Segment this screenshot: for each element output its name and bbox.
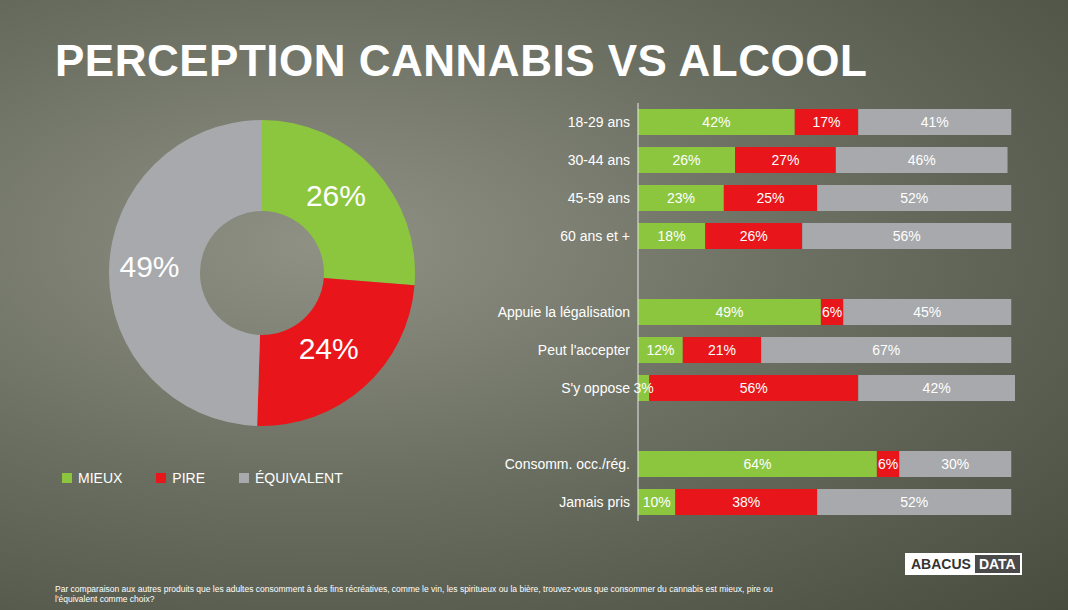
svg-text:27%: 27% xyxy=(771,152,799,168)
svg-text:52%: 52% xyxy=(900,494,928,510)
svg-text:S'y oppose: S'y oppose xyxy=(561,380,630,396)
svg-text:49%: 49% xyxy=(119,250,179,283)
svg-text:23%: 23% xyxy=(667,190,695,206)
html-text:PIRE: PIRE xyxy=(172,470,205,486)
svg-text:25%: 25% xyxy=(756,190,784,206)
html-text:DATA: DATA xyxy=(978,556,1016,572)
svg-text:45-59 ans: 45-59 ans xyxy=(568,190,630,206)
svg-text:67%: 67% xyxy=(872,342,900,358)
html-text:ABACUS: ABACUS xyxy=(911,556,971,572)
svg-text:Jamais pris: Jamais pris xyxy=(559,494,630,510)
svg-text:42%: 42% xyxy=(702,114,730,130)
svg-text:24%: 24% xyxy=(299,332,359,365)
svg-text:46%: 46% xyxy=(908,152,936,168)
svg-text:56%: 56% xyxy=(740,380,768,396)
svg-text:42%: 42% xyxy=(923,380,951,396)
svg-text:38%: 38% xyxy=(732,494,760,510)
svg-text:18-29 ans: 18-29 ans xyxy=(568,114,630,130)
svg-text:6%: 6% xyxy=(822,304,842,320)
svg-text:21%: 21% xyxy=(708,342,736,358)
svg-text:26%: 26% xyxy=(673,152,701,168)
svg-text:Peut l'accepter: Peut l'accepter xyxy=(538,342,631,358)
svg-text:6%: 6% xyxy=(878,456,898,472)
svg-text:10%: 10% xyxy=(643,494,671,510)
html-text:MIEUX: MIEUX xyxy=(78,470,123,486)
svg-text:12%: 12% xyxy=(646,342,674,358)
svg-text:18%: 18% xyxy=(658,228,686,244)
svg-text:60 ans et +: 60 ans et + xyxy=(560,228,630,244)
svg-text:17%: 17% xyxy=(812,114,840,130)
svg-text:49%: 49% xyxy=(715,304,743,320)
svg-text:56%: 56% xyxy=(893,228,921,244)
svg-text:26%: 26% xyxy=(740,228,768,244)
svg-text:Appuie la légalisation: Appuie la légalisation xyxy=(498,304,630,320)
svg-text:30%: 30% xyxy=(941,456,969,472)
html-text:PERCEPTION CANNABIS VS ALCOOL: PERCEPTION CANNABIS VS ALCOOL xyxy=(55,36,868,85)
svg-text:45%: 45% xyxy=(913,304,941,320)
svg-text:30-44 ans: 30-44 ans xyxy=(568,152,630,168)
svg-text:52%: 52% xyxy=(900,190,928,206)
svg-text:26%: 26% xyxy=(306,179,366,212)
svg-text:41%: 41% xyxy=(921,114,949,130)
html-text:ÉQUIVALENT: ÉQUIVALENT xyxy=(255,470,343,486)
svg-text:64%: 64% xyxy=(743,456,771,472)
svg-text:Consomm. occ./rég.: Consomm. occ./rég. xyxy=(505,456,630,472)
html-text:Par comparaison aux autres pro: Par comparaison aux autres produits que … xyxy=(55,584,773,604)
svg-text:3%: 3% xyxy=(633,380,653,396)
